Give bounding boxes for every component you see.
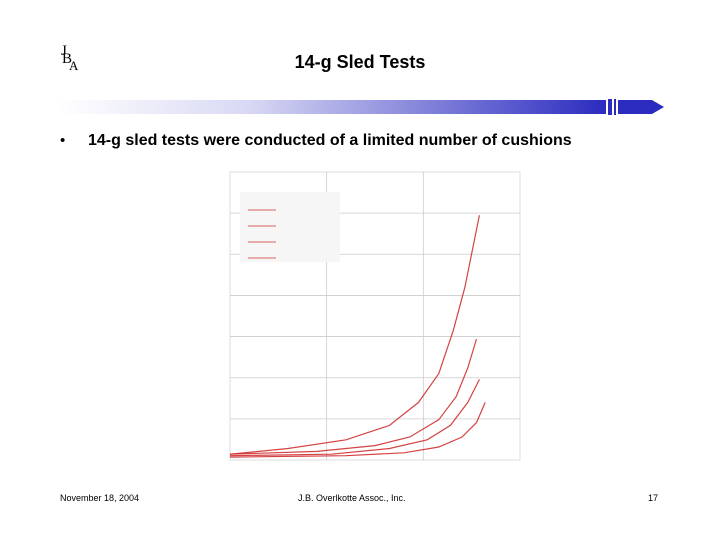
footer-page-number: 17 (648, 493, 659, 503)
chart-series-line-4 (229, 402, 486, 458)
chart-legend-box (240, 192, 340, 262)
chart-series-line-3 (229, 379, 480, 457)
company-logo: J B A (58, 44, 84, 76)
logo-letter-b: B (62, 51, 73, 67)
logo-letter-a: A (69, 58, 79, 73)
bullet-item: • 14-g sled tests were conducted of a li… (60, 131, 700, 153)
chart-series-line-1 (229, 215, 480, 455)
slide-title: 14-g Sled Tests (294, 52, 426, 72)
bullet-text: 14-g sled tests were conducted of a limi… (88, 132, 572, 149)
title-gradient-bar (58, 99, 664, 115)
footer-date: November 18, 2004 (60, 493, 140, 503)
sled-test-chart (229, 171, 521, 461)
bullet-dot: • (60, 132, 66, 149)
chart-series-line-2 (229, 338, 478, 455)
footer-company: J.B. Overlkotte Assoc., Inc. (298, 493, 406, 503)
logo-letter-j: J (61, 43, 67, 59)
chart-plot-area (229, 171, 521, 461)
